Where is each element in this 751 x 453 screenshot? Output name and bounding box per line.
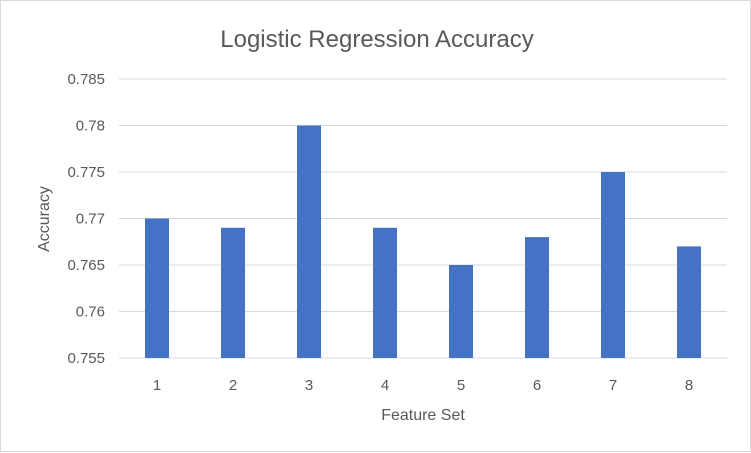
x-tick-label: 8 (685, 377, 693, 394)
bars (145, 125, 701, 358)
x-axis-label: Feature Set (381, 407, 465, 424)
x-tick-label: 5 (457, 377, 465, 394)
bar-feature-set-2 (221, 227, 245, 358)
bar-feature-set-3 (297, 125, 321, 358)
chart-title: Logistic Regression Accuracy (220, 26, 533, 53)
x-tick-label: 1 (153, 377, 161, 394)
bar-feature-set-8 (677, 246, 701, 358)
y-tick-label: 0.76 (76, 304, 105, 321)
y-tick-label: 0.765 (67, 257, 105, 274)
bar-feature-set-7 (601, 172, 625, 358)
y-axis-ticks: 0.755 0.76 0.765 0.77 0.775 0.78 0.785 (67, 71, 105, 367)
x-axis-ticks: 1 2 3 4 5 6 7 8 (153, 377, 693, 394)
bar-feature-set-5 (449, 265, 473, 358)
y-tick-label: 0.755 (67, 350, 105, 367)
x-tick-label: 4 (381, 377, 389, 394)
y-axis-label: Accuracy (36, 186, 53, 252)
bar-feature-set-1 (145, 218, 169, 358)
bar-feature-set-6 (525, 237, 549, 358)
bar-feature-set-4 (373, 227, 397, 358)
x-tick-label: 7 (609, 377, 617, 394)
gridlines (119, 78, 727, 359)
y-tick-label: 0.77 (76, 211, 105, 228)
y-tick-label: 0.775 (67, 164, 105, 181)
x-tick-label: 3 (305, 377, 313, 394)
x-tick-label: 6 (533, 377, 541, 394)
y-tick-label: 0.785 (67, 71, 105, 88)
y-tick-label: 0.78 (76, 118, 105, 135)
x-tick-label: 2 (229, 377, 237, 394)
